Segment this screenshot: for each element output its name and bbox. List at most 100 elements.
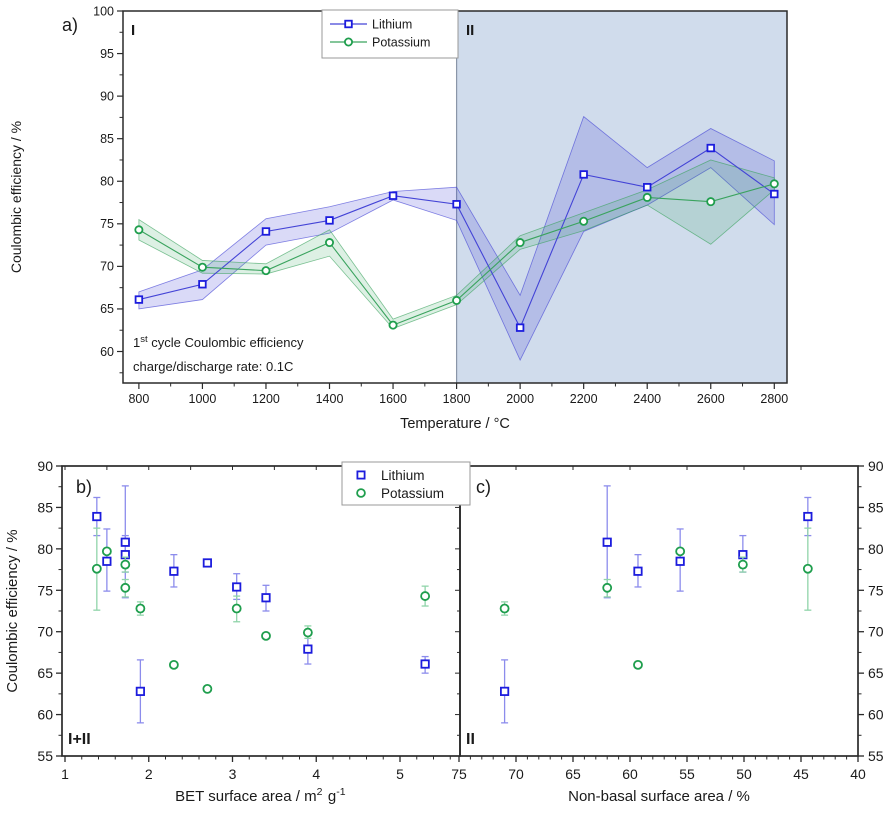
- note-first-cycle: 1st cycle Coulombic efficiency: [133, 334, 304, 350]
- x-axis-title-b: BET surface area / m2 g-1: [175, 786, 347, 805]
- y-tick-label: 55: [868, 748, 884, 764]
- x-tick-label: 1000: [189, 392, 217, 406]
- potassium-data-point: [325, 238, 335, 248]
- y-tick-label: 85: [868, 499, 884, 515]
- y-tick-label: 70: [100, 260, 114, 274]
- lithium-data-point: [261, 593, 271, 603]
- potassium-data-point: [633, 659, 643, 670]
- y-tick-label: 85: [37, 499, 53, 515]
- y-tick-label: 75: [868, 582, 884, 598]
- y-tick-label: 80: [868, 541, 884, 557]
- potassium-data-point: [134, 225, 144, 235]
- lithium-data-point: [202, 558, 212, 568]
- potassium-data-point: [135, 603, 146, 614]
- potassium-error-band: [138, 159, 775, 329]
- legend-label-lithium: Lithium: [372, 18, 412, 32]
- legend-b: Lithium Potassium: [341, 461, 471, 506]
- lithium-data-point: [675, 556, 685, 566]
- plot-frame-b: [61, 465, 461, 757]
- potassium-data-point: [388, 320, 398, 330]
- x-tick-label: 55: [679, 766, 695, 782]
- legend-marker-potassium: [356, 488, 366, 498]
- lithium-data-point: [602, 537, 612, 547]
- y-tick-label: 65: [100, 302, 114, 316]
- x-tick-label: 1: [61, 766, 69, 782]
- lithium-data-point: [643, 183, 652, 192]
- region-i-label: I: [131, 22, 135, 39]
- c-lithium-points: [499, 485, 813, 724]
- legend-marker-potassium: [343, 37, 353, 47]
- x-tick-label: 2800: [760, 392, 788, 406]
- potassium-data-point: [706, 197, 716, 207]
- y-tick-label: 80: [37, 541, 53, 557]
- x-axis-title-a: Temperature / °C: [400, 416, 510, 432]
- lithium-data-point: [706, 143, 715, 153]
- lithium-data-point: [303, 644, 313, 654]
- y-axis-title-b: Coulombic efficiency / %: [4, 529, 21, 692]
- lithium-data-point: [135, 686, 145, 696]
- lithium-data-point: [198, 280, 207, 289]
- potassium-data-point: [91, 563, 102, 574]
- region-label-b: I+II: [68, 731, 91, 748]
- x-tick-label: 2400: [633, 392, 661, 406]
- b-lithium-points: [92, 485, 430, 724]
- x-tick-label: 2: [145, 766, 153, 782]
- lithium-data-point: [499, 686, 510, 696]
- legend-label-potassium: Potassium: [381, 486, 444, 501]
- x-tick-label: 1800: [443, 392, 471, 406]
- potassium-data-point: [202, 683, 213, 694]
- y-tick-label: 75: [37, 582, 53, 598]
- x-axis-title-c: Non-basal surface area / %: [568, 788, 750, 805]
- x-tick-label: 2000: [506, 392, 534, 406]
- y-axis-a: 60 65 70 75 80 85 90 95 100: [93, 4, 123, 374]
- b-potassium-points: [91, 527, 431, 694]
- lithium-data-point: [120, 537, 130, 547]
- lithium-data-point: [770, 189, 779, 199]
- x-tick-label: 1200: [252, 392, 280, 406]
- potassium-data-point: [452, 295, 462, 305]
- x-tick-label: 40: [850, 766, 866, 782]
- x-tick-label: 3: [229, 766, 237, 782]
- potassium-data-point: [120, 582, 131, 593]
- x-tick-label: 65: [565, 766, 581, 782]
- region-ii-label: II: [466, 22, 474, 39]
- potassium-data-point: [120, 559, 131, 570]
- x-tick-label: 50: [736, 766, 752, 782]
- x-tick-label: 75: [451, 766, 467, 782]
- potassium-data-point: [499, 603, 510, 614]
- x-tick-label: 4: [312, 766, 320, 782]
- y-tick-label: 75: [100, 217, 114, 231]
- legend-marker-lithium: [356, 470, 366, 480]
- c-potassium-points: [499, 527, 813, 670]
- legend-label-potassium: Potassium: [372, 36, 430, 50]
- lithium-data-point: [134, 295, 144, 304]
- lithium-data-point: [515, 323, 525, 332]
- potassium-data-point: [261, 630, 271, 641]
- y-tick-label: 55: [37, 748, 53, 764]
- potassium-markers: [134, 179, 779, 330]
- panel-a-chart: 800 1000 1200 1400 1600 1800 2000 2200 2400 2600 2…: [8, 4, 788, 432]
- lithium-data-point: [102, 556, 112, 566]
- x-tick-label: 2200: [570, 392, 598, 406]
- note-rate: charge/discharge rate: 0.1C: [133, 359, 293, 374]
- potassium-data-point: [802, 563, 813, 574]
- lithium-error-band: [138, 115, 775, 361]
- lithium-data-point: [420, 659, 430, 669]
- x-tick-label: 1600: [379, 392, 407, 406]
- panel-b-label: b): [76, 477, 92, 497]
- potassium-data-point: [602, 582, 613, 593]
- y-tick-label: 85: [100, 132, 114, 146]
- x-axis-a: 800 1000 1200 1400 1600 1800 2000 2200 2400 2600 2…: [128, 383, 788, 406]
- y-tick-label: 80: [100, 175, 114, 189]
- x-tick-label: 2600: [697, 392, 725, 406]
- y-tick-label: 60: [37, 707, 53, 723]
- lithium-data-point: [169, 566, 179, 576]
- y-axis-title-a: Coulombic efficiency / %: [8, 121, 24, 273]
- region-label-c: II: [466, 731, 475, 748]
- legend-a: Lithium Potassium: [321, 9, 459, 59]
- x-tick-label: 5: [396, 766, 404, 782]
- y-tick-label: 90: [37, 458, 53, 474]
